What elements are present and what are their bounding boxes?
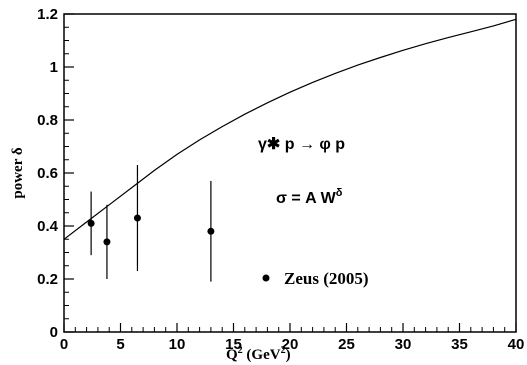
- y-tick-label: 0.2: [37, 271, 58, 288]
- y-axis-ticks: 0 0.2 0.4 0.6 0.8 1 1.2: [37, 6, 74, 341]
- x-axis-title-close: ): [286, 347, 291, 363]
- formula-lhs: σ = A W: [276, 190, 337, 207]
- data-points-layer: [87, 165, 215, 282]
- x-tick-label: 5: [116, 336, 124, 353]
- reaction-annotation: γ✱ p → φ p: [258, 136, 345, 153]
- y-tick-label: 0.8: [37, 112, 58, 129]
- y-tick-label: 1.2: [37, 6, 58, 23]
- fit-curve: [63, 18, 517, 240]
- formula-sup: δ: [336, 187, 343, 199]
- x-tick-label: 30: [395, 336, 412, 353]
- x-axis-title-base: Q: [226, 347, 238, 363]
- x-tick-label: 25: [338, 336, 355, 353]
- x-tick-label: 0: [60, 336, 68, 353]
- fit-curve-layer: [63, 18, 517, 240]
- y-tick-label: 0.4: [37, 218, 59, 235]
- legend-marker: [262, 274, 270, 282]
- legend-label: Zeus (2005): [284, 269, 369, 288]
- x-axis-title-sup: 2: [238, 345, 243, 356]
- x-axis-title-rest: (GeV: [243, 347, 281, 363]
- formula-annotation: σ = A Wδ: [276, 187, 343, 207]
- y-tick-label: 0.6: [37, 165, 58, 182]
- x-tick-label: 40: [508, 336, 525, 353]
- data-point: [207, 227, 215, 235]
- y-tick-label: 0: [50, 324, 58, 341]
- data-point: [103, 238, 111, 246]
- x-tick-label: 20: [282, 336, 299, 353]
- x-tick-label: 35: [451, 336, 468, 353]
- x-tick-label: 15: [225, 336, 242, 353]
- x-axis-title: Q2 (GeV2): [226, 345, 291, 363]
- y-axis-title: power δ: [10, 147, 26, 198]
- x-axis-title-sup2: 2: [281, 345, 286, 356]
- data-point: [133, 214, 141, 222]
- x-axis-ticks: 0 5 10 15 20 25 30 35 40: [60, 323, 525, 353]
- y-tick-label: 1: [50, 59, 58, 76]
- x-tick-label: 10: [169, 336, 186, 353]
- data-point: [87, 219, 95, 227]
